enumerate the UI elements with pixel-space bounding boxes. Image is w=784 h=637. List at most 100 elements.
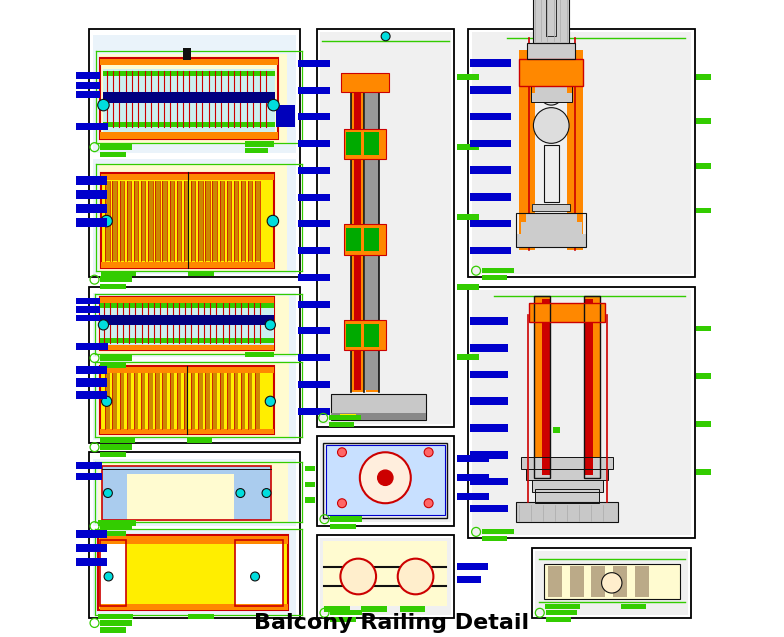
Circle shape: [537, 57, 565, 85]
Bar: [317, 29, 454, 427]
Bar: [100, 303, 274, 308]
Bar: [344, 129, 386, 159]
Bar: [255, 181, 260, 261]
Bar: [227, 373, 231, 429]
Bar: [101, 466, 127, 520]
Bar: [535, 551, 688, 615]
Bar: [516, 234, 586, 247]
Bar: [76, 204, 107, 213]
Bar: [535, 489, 599, 503]
Bar: [100, 315, 274, 325]
Bar: [470, 86, 511, 94]
Bar: [519, 50, 535, 250]
Bar: [76, 91, 100, 98]
Bar: [100, 620, 132, 626]
Bar: [100, 627, 125, 633]
Bar: [535, 87, 567, 93]
Circle shape: [251, 572, 260, 581]
Circle shape: [265, 396, 275, 406]
Bar: [100, 297, 274, 350]
Bar: [101, 173, 274, 268]
Bar: [100, 536, 288, 544]
Bar: [100, 345, 274, 350]
Bar: [298, 247, 329, 254]
Bar: [535, 489, 599, 503]
Bar: [100, 59, 278, 65]
Bar: [532, 548, 691, 618]
Bar: [341, 73, 389, 92]
Bar: [521, 457, 613, 469]
Bar: [570, 566, 584, 597]
Circle shape: [101, 396, 112, 406]
Bar: [191, 181, 195, 261]
Bar: [457, 74, 479, 80]
Circle shape: [601, 573, 622, 593]
Bar: [529, 303, 605, 322]
Bar: [470, 424, 508, 432]
Bar: [366, 86, 379, 392]
Bar: [364, 324, 379, 347]
Bar: [248, 181, 252, 261]
Bar: [76, 176, 107, 185]
Bar: [468, 287, 695, 538]
Bar: [326, 445, 445, 515]
Bar: [100, 429, 274, 434]
Bar: [344, 224, 386, 255]
Circle shape: [338, 448, 347, 457]
Bar: [457, 455, 489, 462]
Bar: [100, 152, 125, 157]
Bar: [543, 564, 680, 599]
Bar: [339, 414, 356, 420]
Bar: [696, 373, 720, 379]
Bar: [696, 421, 720, 427]
Bar: [317, 535, 454, 618]
Bar: [100, 276, 132, 282]
Circle shape: [381, 32, 390, 41]
Bar: [98, 614, 132, 619]
Bar: [470, 478, 508, 485]
Bar: [76, 366, 107, 374]
Bar: [162, 181, 167, 261]
Bar: [470, 113, 511, 120]
Bar: [134, 373, 138, 429]
Circle shape: [265, 320, 275, 330]
Bar: [176, 373, 181, 429]
Bar: [100, 452, 125, 457]
Bar: [93, 361, 296, 440]
Bar: [521, 222, 582, 234]
Bar: [76, 462, 101, 469]
Circle shape: [104, 572, 113, 581]
Bar: [546, 0, 557, 36]
Bar: [344, 320, 386, 350]
Circle shape: [184, 50, 190, 55]
Bar: [526, 469, 608, 480]
Bar: [364, 132, 379, 155]
Bar: [696, 469, 720, 475]
Bar: [245, 141, 274, 147]
Circle shape: [360, 452, 411, 503]
Bar: [93, 35, 296, 153]
Bar: [696, 163, 720, 169]
Bar: [105, 373, 110, 429]
Bar: [470, 247, 511, 254]
Bar: [533, 0, 569, 43]
Bar: [76, 558, 107, 566]
Bar: [76, 306, 100, 313]
Bar: [100, 366, 274, 434]
Bar: [188, 614, 213, 619]
Bar: [346, 132, 361, 155]
Bar: [470, 220, 511, 227]
Bar: [76, 298, 100, 304]
Bar: [141, 181, 146, 261]
Bar: [526, 213, 577, 222]
Bar: [329, 415, 361, 420]
Bar: [93, 459, 296, 526]
Circle shape: [268, 99, 279, 111]
Bar: [76, 391, 107, 399]
Bar: [531, 86, 572, 102]
Bar: [98, 535, 288, 610]
Circle shape: [98, 99, 109, 111]
Bar: [472, 290, 691, 535]
Bar: [298, 408, 329, 415]
Bar: [101, 466, 271, 520]
